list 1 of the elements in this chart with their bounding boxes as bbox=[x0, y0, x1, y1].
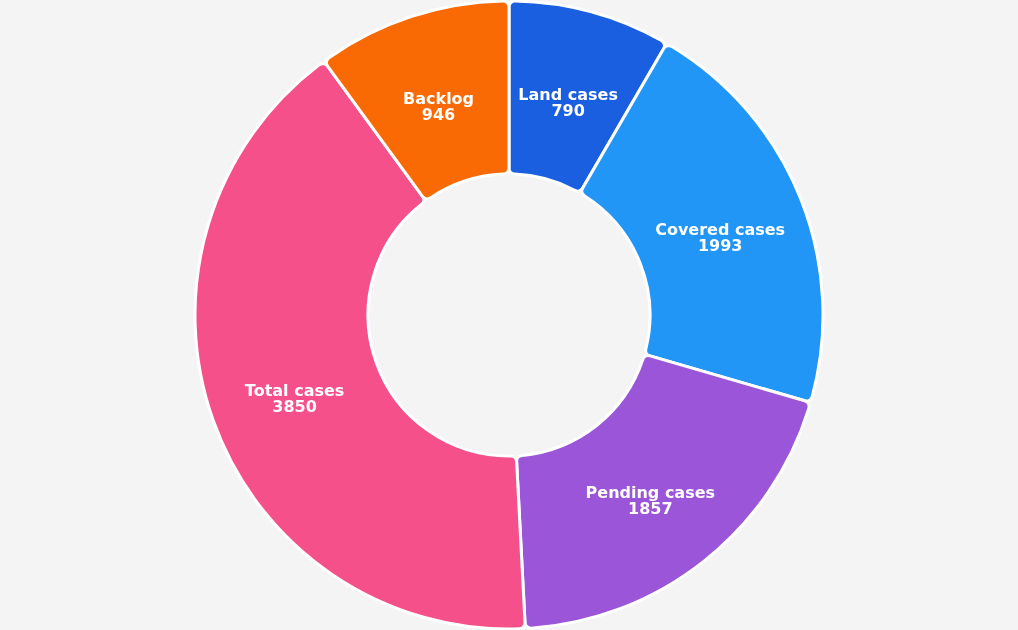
slice-label: Pending cases bbox=[585, 483, 716, 503]
